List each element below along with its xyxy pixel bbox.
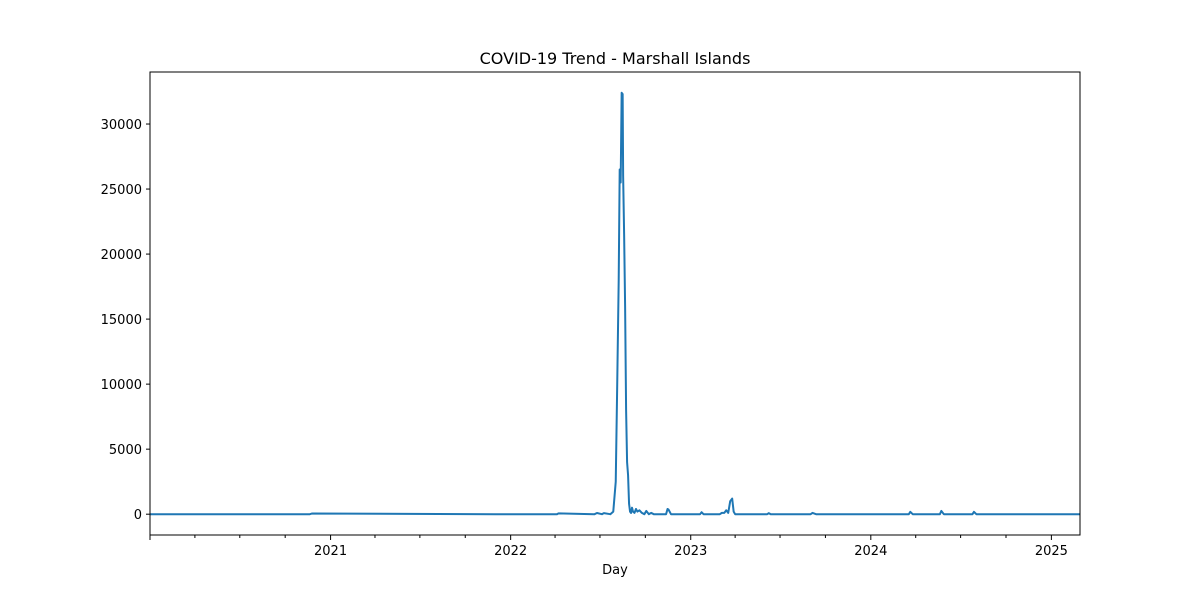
y-tick-label: 25000: [101, 183, 142, 198]
x-tick-label: 2023: [674, 544, 707, 559]
y-tick-label: 15000: [101, 313, 142, 328]
y-tick-label: 10000: [101, 378, 142, 393]
y-tick-label: 0: [134, 508, 142, 523]
x-tick-label: 2022: [494, 544, 527, 559]
series-line-cases: [150, 91, 1080, 516]
x-tick-label: 2025: [1035, 544, 1068, 559]
x-axis-label: Day: [602, 563, 628, 578]
x-axis-ticks: 2021 2022 2023 2024 2025: [149, 535, 1068, 559]
plot-frame: [149, 71, 1081, 536]
chart-title: COVID-19 Trend - Marshall Islands: [480, 49, 751, 68]
y-tick-label: 5000: [109, 443, 142, 458]
x-tick-label: 2021: [314, 544, 347, 559]
y-tick-label: 20000: [101, 248, 142, 263]
x-tick-label: 2024: [854, 544, 887, 559]
y-tick-label: 30000: [101, 118, 142, 133]
y-axis-ticks: 0 5000 10000 15000 20000 25000 30000: [101, 118, 150, 523]
